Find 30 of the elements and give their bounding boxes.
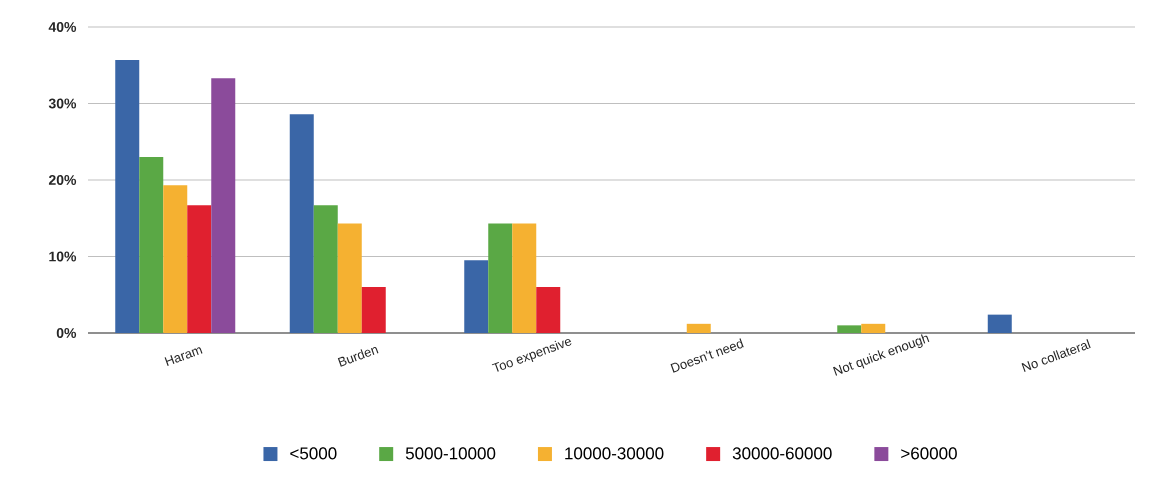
bar (512, 223, 537, 333)
bar (361, 287, 386, 333)
y-tick-label: 30% (48, 98, 77, 109)
bar (211, 78, 236, 333)
legend-label: >60000 (901, 447, 957, 460)
x-tick-label: Haram (164, 347, 203, 367)
x-tick-label: Burden (337, 347, 379, 367)
bar (139, 157, 164, 333)
bar (861, 323, 886, 333)
bar (987, 314, 1012, 333)
bar (289, 114, 314, 333)
bar (488, 223, 513, 333)
legend-label: <5000 (290, 447, 337, 460)
bar (337, 223, 362, 333)
legend-label: 30000-60000 (732, 447, 832, 460)
bar (313, 205, 338, 333)
x-tick-label: Not quick enough (833, 334, 930, 376)
legend-label: 10000-30000 (565, 447, 664, 460)
y-tick-label: 40% (48, 22, 77, 32)
y-tick-label: 0% (56, 328, 77, 338)
legend-label: 5000-10000 (405, 447, 496, 460)
bar (187, 205, 212, 333)
bar (686, 323, 711, 333)
y-tick-label: 10% (49, 251, 77, 262)
bar (464, 260, 489, 333)
bar (837, 325, 862, 333)
bar (163, 185, 188, 333)
y-tick-label: 20% (48, 175, 77, 185)
bar (115, 59, 140, 333)
bar (536, 287, 561, 333)
